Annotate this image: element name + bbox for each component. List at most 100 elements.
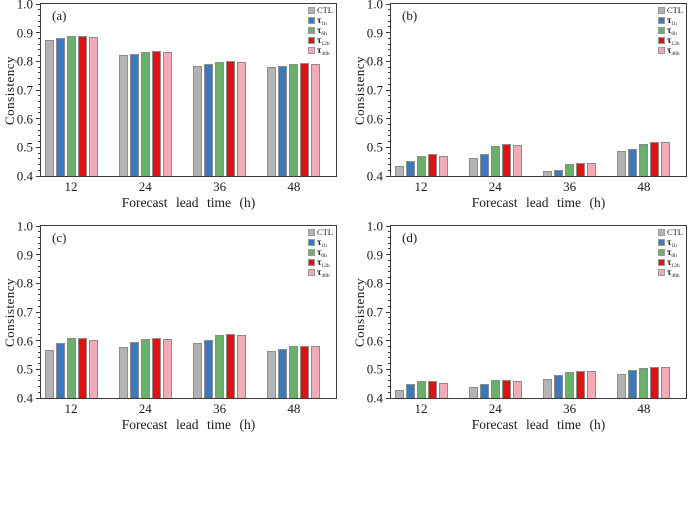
bar-a-36h-τ6h xyxy=(215,61,225,176)
bar-c-36h-τ12h xyxy=(226,334,236,398)
panel-b-y-minor-tick xyxy=(388,83,391,85)
panel-d-y-minor-tick xyxy=(388,317,391,319)
panel-d-y-major-tick xyxy=(386,311,391,313)
panel-d-y-major-tick xyxy=(386,397,391,399)
panel-d-y-major-tick xyxy=(386,225,391,227)
panel-a-y-minor-tick xyxy=(38,164,41,166)
panel-a-y-tick-label: 0.4 xyxy=(16,168,33,184)
panel-c-y-major-tick xyxy=(36,397,41,399)
panel-d-y-minor-tick xyxy=(388,259,391,261)
legend-entry-label: τ48h xyxy=(666,268,680,279)
panel-c-y-tick-label: 0.7 xyxy=(16,304,33,320)
bar-c-12h-τ12h xyxy=(77,337,87,398)
legend-entry-tau-1h: τ1h xyxy=(657,238,683,249)
legend-entry-label: τ48h xyxy=(316,46,330,57)
panel-d-y-axis-title: Consistency xyxy=(352,277,367,347)
bar-d-12h-τ12h xyxy=(427,380,437,398)
legend-swatch-icon xyxy=(657,239,665,246)
legend-entry-tau-1h: τ1h xyxy=(307,238,333,249)
bar-d-36h-τ12h xyxy=(576,370,586,398)
panel-a-y-minor-tick xyxy=(38,95,41,97)
bar-a-12h-CTL xyxy=(44,39,54,176)
legend-entry-label: τ1h xyxy=(316,16,327,27)
panel-a-y-minor-tick xyxy=(38,152,41,154)
panel-c-x-ticks: 12 24 36 48 xyxy=(41,398,336,416)
legend-swatch-icon xyxy=(657,229,665,236)
panel-b-y-minor-tick xyxy=(388,43,391,45)
bar-b-24h-τ6h xyxy=(490,146,500,176)
legend-entry-tau-48h: τ48h xyxy=(307,46,333,57)
panel-d-x-ticks: 12 24 36 48 xyxy=(391,398,686,415)
panel-c-y-minor-tick xyxy=(38,386,41,388)
panel-b-y-tick-label: 0.4 xyxy=(366,168,383,184)
bar-a-48h-CTL xyxy=(267,66,277,176)
panel-c-y-minor-tick xyxy=(38,271,41,273)
panel-b-x-axis-title: Forecast lead time (h) xyxy=(471,195,606,210)
legend-entry-tau-6h: τ6h xyxy=(657,248,683,259)
legend-entry-label: CTL xyxy=(316,5,333,15)
panel-a-y-minor-tick xyxy=(38,141,41,143)
panel-d-y-minor-tick xyxy=(388,363,391,365)
panel-d-y-tick-label: 0.8 xyxy=(366,275,383,291)
legend-entry-tau-12h: τ12h xyxy=(657,36,683,47)
legend-entry-ctl: CTL xyxy=(307,5,333,16)
panel-c-y-minor-tick xyxy=(38,294,41,296)
bar-c-12h-τ6h xyxy=(66,337,76,398)
legend-swatch-icon xyxy=(657,17,665,24)
bar-a-36h-τ48h xyxy=(237,61,247,176)
panel-b-y-minor-tick xyxy=(388,112,391,114)
panel-b-x-tick-label: 48 xyxy=(637,179,651,194)
bar-a-12h-τ6h xyxy=(66,36,76,176)
legend-entry-label: τ6h xyxy=(316,26,327,37)
bar-d-12h-CTL xyxy=(394,389,404,398)
legend-entry-tau-12h: τ12h xyxy=(657,258,683,269)
panel-a-x-tick-label: 48 xyxy=(287,179,301,194)
legend-entry-tau-12h: τ12h xyxy=(307,258,333,269)
bar-c-24h-τ48h xyxy=(162,338,172,398)
panel-d-y-minor-tick xyxy=(388,231,391,233)
panel-b-y-tick-label: 0.6 xyxy=(366,111,383,127)
bar-a-36h-τ12h xyxy=(226,61,236,176)
legend-swatch-icon xyxy=(307,17,315,24)
legend-entry-ctl: CTL xyxy=(307,227,333,238)
panel-c-x-tick-label: 12 xyxy=(64,401,78,416)
bar-d-36h-CTL xyxy=(543,378,553,398)
legend-entry-ctl: CTL xyxy=(657,228,683,238)
panel-b-y-tick-label: 1.0 xyxy=(366,0,383,12)
legend-entry-label: CTL xyxy=(316,227,333,237)
panel-a-y-minor-tick xyxy=(38,100,41,102)
panel-d-y-minor-tick xyxy=(388,322,391,324)
panel-b-plot: (b) Consistency 12 24 36 48 Forecast lead t… xyxy=(352,0,687,209)
bar-c-24h-τ6h xyxy=(140,338,150,398)
panel-c-y-minor-tick xyxy=(38,345,41,347)
bar-a-36h-CTL xyxy=(193,65,203,176)
panel-a-y-minor-tick xyxy=(38,37,41,39)
panel-c-y-minor-tick xyxy=(38,277,41,279)
bar-d-48h-τ1h xyxy=(628,370,638,398)
bar-a-48h-τ1h xyxy=(278,65,288,176)
legend-entry-label: τ12h xyxy=(316,36,330,47)
bar-d-24h-τ1h xyxy=(479,383,489,398)
panel-c-x-tick-label: 48 xyxy=(287,401,301,416)
panel-b-y-minor-tick xyxy=(388,135,391,137)
bar-b-48h-τ48h xyxy=(661,141,671,176)
panel-d-y-minor-tick xyxy=(388,380,391,382)
panel-c-label: (c) xyxy=(52,230,67,245)
bar-a-12h-τ12h xyxy=(77,36,87,176)
legend-entry-tau-12h: τ12h xyxy=(307,36,333,47)
panel-d-y-minor-tick xyxy=(388,345,391,347)
panel-b-y-major-tick xyxy=(386,3,391,5)
panel-c-y-major-tick xyxy=(36,282,41,284)
bar-b-36h-τ48h xyxy=(587,162,597,176)
legend-entry-label: CTL xyxy=(666,5,683,15)
panel-a-plot: (a) Consistency 12 24 36 48 Forecast lead t… xyxy=(2,0,337,209)
panel-d-y-tick-label: 0.9 xyxy=(366,247,383,263)
bar-c-48h-τ6h xyxy=(289,346,299,398)
legend-entry-label: τ1h xyxy=(666,238,677,249)
legend-swatch-icon xyxy=(307,259,315,266)
panel-c-legend: CTL τ1h τ6h τ12h τ48h xyxy=(307,227,333,279)
panel-b-y-minor-tick xyxy=(388,158,391,160)
panel-d-y-tick-label: 0.4 xyxy=(366,390,383,406)
bar-b-24h-CTL xyxy=(468,158,478,176)
